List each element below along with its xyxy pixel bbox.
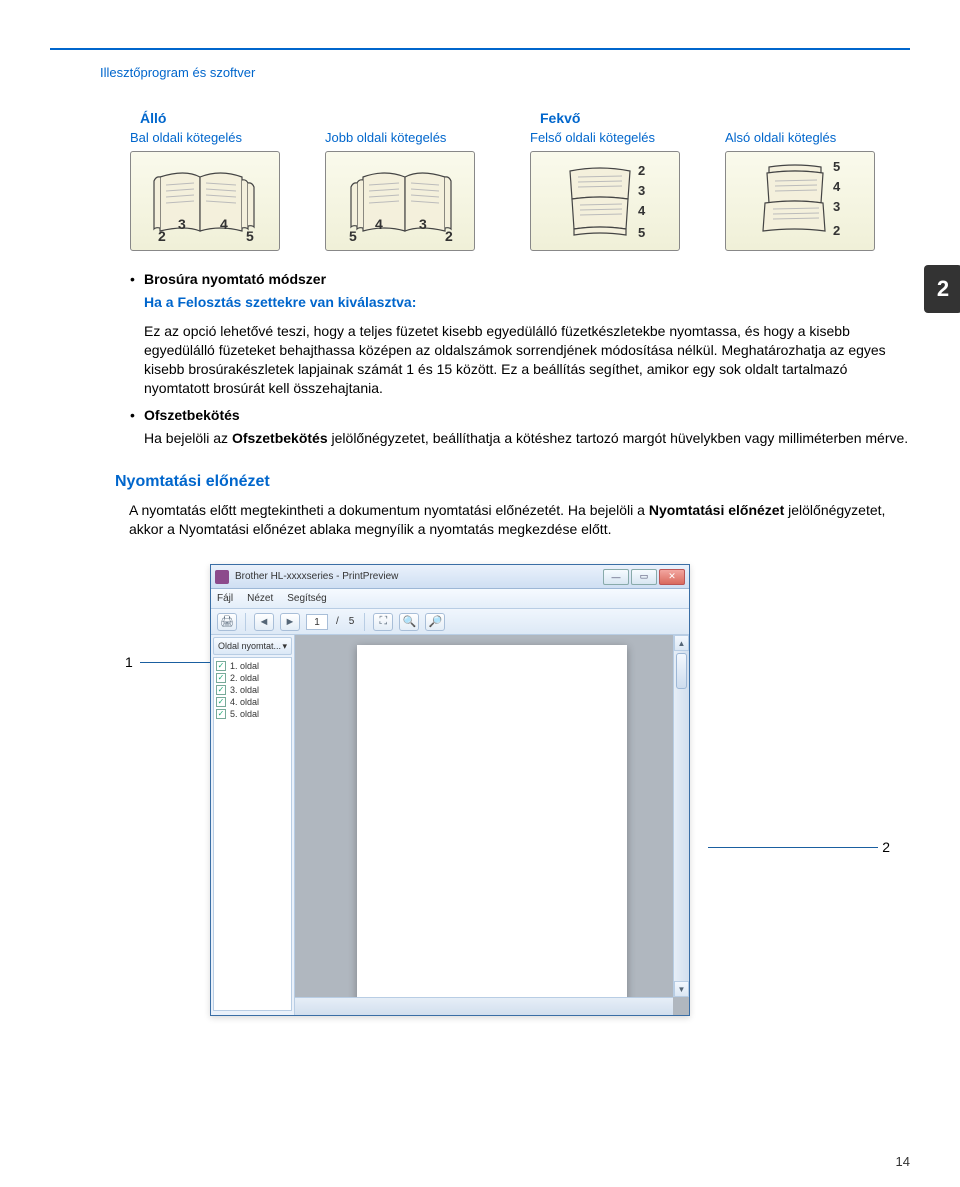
side-panel: Oldal nyomtat...▾ ✓1. oldal ✓2. oldal ✓3… (211, 635, 295, 1015)
svg-text:2: 2 (833, 223, 840, 238)
section-paragraph: A nyomtatás előtt megtekintheti a dokume… (129, 501, 910, 539)
menu-item[interactable]: Segítség (287, 593, 326, 604)
binding-table: Álló Bal oldali kötegelés (130, 110, 910, 251)
svg-text:4: 4 (833, 179, 841, 194)
svg-text:5: 5 (833, 159, 840, 174)
svg-text:3: 3 (638, 183, 645, 198)
svg-text:2: 2 (445, 228, 453, 244)
svg-text:3: 3 (419, 216, 427, 232)
zoom-fit-icon[interactable]: ⛶ (373, 613, 393, 631)
svg-text:5: 5 (246, 228, 254, 244)
binding-col-label: Felső oldali kötegelés (530, 130, 715, 145)
app-icon (215, 570, 229, 584)
bullet-subhead: Ha a Felosztás szettekre van kiválasztva… (144, 293, 910, 312)
bullet-paragraph: Ha bejelöli az Ofszetbekötés jelölőnégyz… (144, 429, 910, 448)
side-panel-list: ✓1. oldal ✓2. oldal ✓3. oldal ✓4. oldal … (213, 657, 292, 1011)
page-separator: / (334, 616, 341, 627)
menubar: Fájl Nézet Segítség (211, 589, 689, 609)
svg-text:3: 3 (178, 216, 186, 232)
prev-page-button[interactable]: ◄ (254, 613, 274, 631)
print-preview-window: Brother HL-xxxxseries - PrintPreview — ▭… (210, 564, 690, 1016)
print-icon[interactable]: 🖨 (217, 613, 237, 631)
close-button[interactable]: ✕ (659, 569, 685, 585)
preview-figure: 1 2 Brother HL-xxxxseries - PrintPreview… (130, 564, 910, 1016)
minimize-button[interactable]: — (603, 569, 629, 585)
scroll-down-icon[interactable]: ▼ (674, 981, 689, 997)
document-area: ▲ ▼ (295, 635, 689, 1015)
checkbox-icon[interactable]: ✓ (216, 661, 226, 671)
svg-text:4: 4 (375, 216, 383, 232)
callout-line (140, 662, 210, 663)
svg-text:5: 5 (638, 225, 645, 240)
booklet-icon: 5 4 3 2 (725, 151, 875, 251)
menu-item[interactable]: Fájl (217, 593, 233, 604)
top-rule (50, 20, 910, 50)
menu-item[interactable]: Nézet (247, 593, 273, 604)
binding-col-label: Jobb oldali kötegelés (325, 130, 510, 145)
section-title: Nyomtatási előnézet (115, 473, 910, 491)
checkbox-icon[interactable]: ✓ (216, 697, 226, 707)
svg-text:3: 3 (833, 199, 840, 214)
document-page (357, 645, 627, 1005)
window-title: Brother HL-xxxxseries - PrintPreview (235, 571, 597, 582)
page-section-header: Illesztőprogram és szoftver (100, 65, 910, 80)
checkbox-icon[interactable]: ✓ (216, 709, 226, 719)
bullet-title: Ofszetbekötés (144, 407, 910, 423)
zoom-out-icon[interactable]: 🔎 (425, 613, 445, 631)
separator (364, 613, 365, 631)
chevron-down-icon: ▾ (282, 641, 287, 652)
list-item[interactable]: ✓4. oldal (216, 696, 289, 708)
booklet-icon: 2 3 4 5 (530, 151, 680, 251)
list-item[interactable]: ✓3. oldal (216, 684, 289, 696)
binding-col-label: Alsó oldali köteglés (725, 130, 910, 145)
bullet-title: Brosúra nyomtató módszer (144, 271, 910, 287)
svg-text:5: 5 (349, 228, 357, 244)
bullet-dot: • (130, 271, 144, 287)
bullet-paragraph: Ez az opció lehetővé teszi, hogy a telje… (144, 322, 910, 398)
scrollbar-thumb[interactable] (676, 653, 687, 689)
separator (245, 613, 246, 631)
svg-text:4: 4 (638, 203, 646, 218)
page-total: 5 (347, 616, 357, 627)
binding-group-title: Álló (130, 110, 510, 126)
page-number-input[interactable]: 1 (306, 614, 328, 630)
zoom-in-icon[interactable]: 🔍 (399, 613, 419, 631)
list-item[interactable]: ✓1. oldal (216, 660, 289, 672)
booklet-icon: 5 4 3 2 (325, 151, 475, 251)
booklet-icon: 2 3 4 5 (130, 151, 280, 251)
callout-label: 1 (125, 654, 133, 670)
list-item[interactable]: ✓5. oldal (216, 708, 289, 720)
checkbox-icon[interactable]: ✓ (216, 673, 226, 683)
svg-text:2: 2 (638, 163, 645, 178)
svg-text:2: 2 (158, 228, 166, 244)
titlebar: Brother HL-xxxxseries - PrintPreview — ▭… (211, 565, 689, 589)
callout-label: 2 (882, 839, 890, 855)
checkbox-icon[interactable]: ✓ (216, 685, 226, 695)
next-page-button[interactable]: ► (280, 613, 300, 631)
bullet-dot: • (130, 407, 144, 423)
svg-text:4: 4 (220, 216, 228, 232)
binding-col-label: Bal oldali kötegelés (130, 130, 315, 145)
scroll-up-icon[interactable]: ▲ (674, 635, 689, 651)
side-panel-header[interactable]: Oldal nyomtat...▾ (213, 637, 292, 655)
page-number: 14 (896, 1154, 910, 1169)
toolbar: 🖨 ◄ ► 1 / 5 ⛶ 🔍 🔎 (211, 609, 689, 635)
binding-group-title: Fekvő (530, 110, 910, 126)
callout-line (708, 847, 878, 848)
horizontal-scrollbar[interactable] (295, 997, 673, 1015)
vertical-scrollbar[interactable]: ▲ ▼ (673, 635, 689, 997)
maximize-button[interactable]: ▭ (631, 569, 657, 585)
list-item[interactable]: ✓2. oldal (216, 672, 289, 684)
chapter-tab: 2 (924, 265, 960, 313)
